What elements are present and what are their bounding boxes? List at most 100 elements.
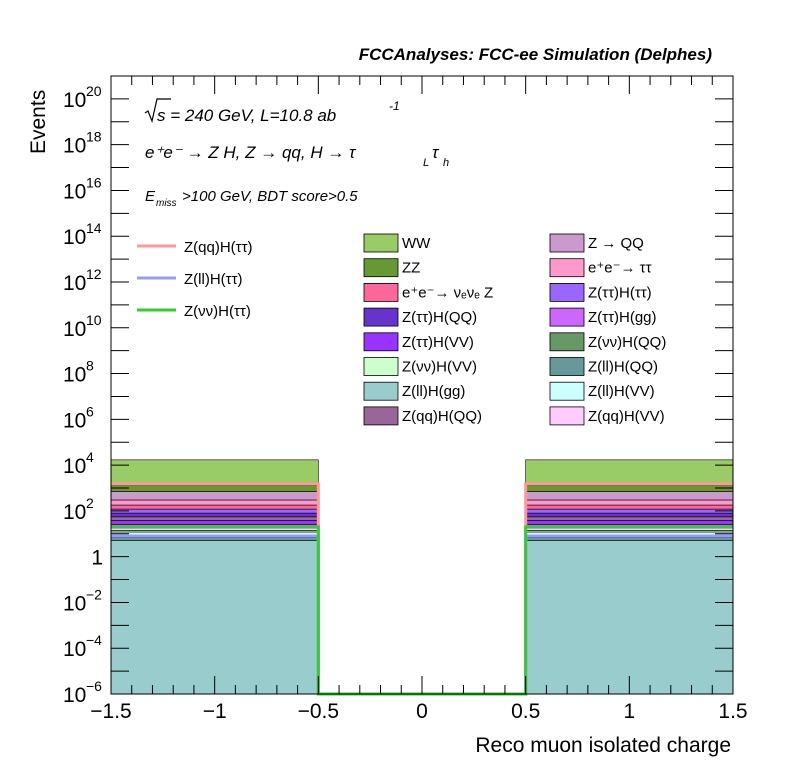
x-tick-label: 0.5 [511, 700, 540, 723]
legend-box-swatch [363, 307, 399, 327]
annotation-process: e⁺e⁻ → Z H, Z → qq, H → τ L τ h [145, 143, 449, 169]
selection-sub: miss [156, 198, 177, 209]
x-axis-label: Reco muon isolated charge [475, 734, 731, 757]
legend-label: Z(νν)H(ττ) [184, 303, 251, 320]
process-text: e⁺e⁻ → Z H, Z → qq, H → τ [145, 143, 357, 162]
x-tick-label: −0.5 [298, 700, 339, 723]
legend-box-swatch [363, 332, 399, 352]
legend-signal: Z(qq)H(ττ) Z(ll)H(ττ) Z(νν)H(ττ) [137, 239, 253, 320]
y-tick-label: 10 [63, 501, 86, 524]
x-tick-label: −1 [203, 700, 227, 723]
legend-label: Z(ττ)H(ττ) [588, 284, 652, 301]
stack-segment [110, 516, 319, 521]
y-tick-label: 10 [63, 684, 86, 707]
stack-segment [525, 512, 734, 518]
y-tick-exponent: 4 [86, 449, 94, 465]
legend-label: Z → QQ [588, 235, 644, 252]
x-tick-label: 0 [416, 700, 428, 723]
y-tick-exponent: 16 [86, 174, 102, 190]
process-sub1: L [423, 157, 429, 169]
legend-label: Z(ll)H(VV) [588, 383, 655, 400]
stack-segment [110, 537, 319, 541]
annotation-selection: E miss >100 GeV, BDT score>0.5 [145, 188, 358, 209]
legend-box-swatch [363, 233, 399, 253]
legend-label: Z(qq)H(QQ) [402, 408, 482, 425]
y-tick-label: 10 [63, 180, 86, 203]
legend-box-swatch [363, 381, 399, 401]
stack-segment [525, 485, 734, 492]
y-tick-exponent: 18 [86, 129, 102, 145]
stack-segment [110, 531, 319, 536]
stack-layer [110, 459, 734, 695]
sqrt-s-text: s [157, 106, 166, 125]
y-tick-exponent: 20 [86, 83, 102, 99]
legend-label: Z(ττ)H(gg) [588, 309, 657, 326]
legend-label: Z(ττ)H(VV) [402, 334, 474, 351]
x-tick-label: −1.5 [90, 700, 131, 723]
x-axis: −1.5 −1 −0.5 0 0.5 1 1.5 [90, 76, 748, 723]
y-tick-exponent: 8 [86, 358, 94, 374]
legend-box-swatch [363, 406, 399, 426]
selection-rest: >100 GeV, BDT score>0.5 [182, 188, 358, 205]
stack-segment [525, 491, 734, 501]
legend-label: Z(ll)H(QQ) [588, 359, 658, 376]
y-tick-exponent: −6 [86, 678, 102, 694]
legend-label: Z(qq)H(ττ) [184, 239, 253, 256]
legend-background-left: WW ZZ e⁺e⁻→ νₑνₑ Z Z(ττ)H(QQ) Z(ττ)H(VV) Z(νν… [363, 233, 493, 426]
stack-segment [525, 508, 734, 514]
legend-box-swatch [363, 282, 399, 302]
stack-segment [110, 499, 319, 506]
y-tick-exponent: 6 [86, 403, 94, 419]
legend-label: Z(ll)H(gg) [402, 383, 465, 400]
x-tick-label: 1 [623, 700, 635, 723]
stack-segment [525, 540, 734, 695]
legend-box-swatch [549, 357, 585, 376]
stack-segment [110, 504, 319, 510]
y-tick-label: 10 [63, 135, 86, 158]
legend-label: Z(νν)H(QQ) [588, 334, 666, 351]
stack-segment [525, 520, 734, 525]
legend-box-swatch [549, 307, 585, 327]
stack-segment [110, 491, 319, 501]
y-tick-label: 10 [63, 272, 86, 295]
energy-lumi-text: = 240 GeV, L=10.8 ab [166, 106, 337, 125]
legend-box-swatch [549, 332, 585, 352]
y-tick-exponent: −4 [86, 632, 102, 648]
sqrt-symbol [144, 98, 171, 124]
stack-segment [525, 516, 734, 521]
process-sub2: h [443, 157, 449, 169]
legend-box-swatch [549, 233, 585, 253]
stack-segment [110, 512, 319, 518]
selection-e: E [145, 188, 156, 205]
legend-label: Z(qq)H(VV) [588, 408, 665, 425]
y-tick-label: 10 [63, 409, 86, 432]
legend-label: Z(ττ)H(QQ) [402, 309, 477, 326]
y-tick-label: 1 [91, 547, 103, 570]
legend-box-swatch [549, 381, 585, 401]
legend-box-swatch [549, 282, 585, 302]
stack-segment [525, 499, 734, 506]
legend-label: e⁺e⁻→ ττ [588, 260, 652, 277]
legend-label: ZZ [402, 260, 420, 277]
y-tick-exponent: 2 [86, 495, 94, 511]
y-tick-label: 10 [63, 638, 86, 661]
y-tick-label: 10 [63, 89, 86, 112]
stack-segment [525, 504, 734, 510]
y-tick-label: 10 [63, 592, 86, 615]
legend-box-swatch [363, 357, 399, 376]
y-tick-exponent: 14 [86, 220, 102, 236]
stack-segment [525, 537, 734, 541]
y-tick-label: 10 [63, 364, 86, 387]
y-tick-exponent: 10 [86, 312, 102, 328]
annotation-energy: s = 240 GeV, L=10.8 ab -1 [144, 98, 400, 125]
stack-segment [110, 520, 319, 525]
svg-text:s = 240 GeV, L=10.8 ab: s = 240 GeV, L=10.8 ab [157, 106, 336, 125]
y-tick-label: 10 [63, 226, 86, 249]
legend-label: Z(ll)H(ττ) [184, 271, 243, 288]
legend-background-right: Z → QQ e⁺e⁻→ ττ Z(ττ)H(ττ) Z(ττ)H(gg) Z(νν)H… [549, 233, 666, 426]
stack-segment [110, 459, 319, 486]
y-tick-label: 10 [63, 318, 86, 341]
